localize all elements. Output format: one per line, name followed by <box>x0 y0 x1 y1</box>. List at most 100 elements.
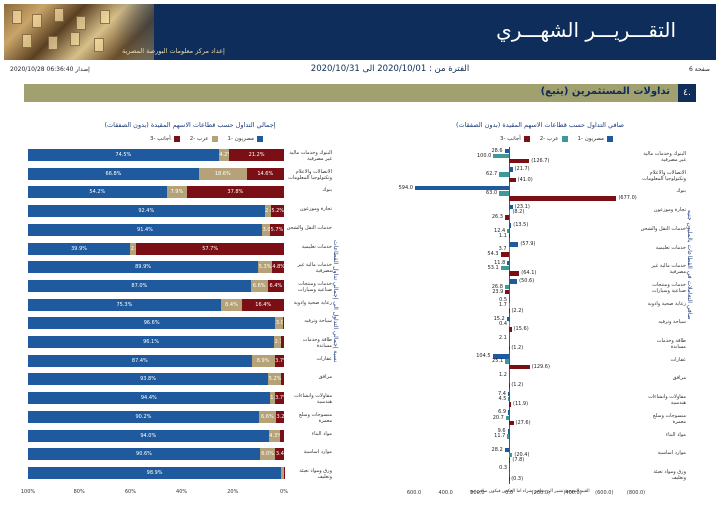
net-value-label: 4.5 <box>498 395 507 402</box>
category-label: موارد اساسية <box>657 450 686 457</box>
bar-value-label: 90.2% <box>135 413 152 420</box>
x-tick-label: 40% <box>176 488 188 495</box>
x-tick-label: 400.0 <box>438 489 453 496</box>
net-bar <box>507 429 510 434</box>
net-value-label: (1.2) <box>511 344 524 351</box>
report-title: التقـــريـــر الشهـــري <box>496 18 676 42</box>
net-value-label: 7.4 <box>498 390 506 397</box>
net-value-label: 6.9 <box>498 409 507 416</box>
net-value-label: (129.6) <box>531 363 550 370</box>
stacked-bar-segment <box>281 466 284 479</box>
net-value-label: 100.0 <box>476 152 492 159</box>
bar-value-label: 14.6% <box>257 170 274 177</box>
stacked-bar-segment <box>259 448 276 461</box>
net-bar <box>508 303 510 308</box>
bar-value-label: 6.6% <box>252 282 266 289</box>
category-label: خدمات مالية غير مصرفية <box>297 262 332 275</box>
net-value-label: 26.3 <box>491 214 503 220</box>
category-label: ورق ومواد تعبئة وتغليف <box>299 467 332 480</box>
net-bar <box>509 327 512 332</box>
stacked-bar-segment <box>258 261 272 274</box>
net-bar <box>509 364 530 370</box>
stacked-bar-segment <box>28 466 282 479</box>
stacked-bar-segment <box>28 410 259 423</box>
net-value-label: 15.2 <box>493 315 505 322</box>
x-tick-label: 80% <box>73 488 85 495</box>
net-bar <box>509 345 510 351</box>
right-chart-title: صافي التداول حسب قطاعات الاسهم المقيدة (… <box>455 121 625 129</box>
stacked-bar-segment <box>28 279 251 292</box>
issue-date: إصدار 06:36:40 2020/10/28 <box>10 66 90 73</box>
bar-value-label: 93.8% <box>140 376 156 383</box>
stacked-bar-segment <box>218 149 230 161</box>
net-bar <box>509 209 511 215</box>
net-bar <box>509 322 510 327</box>
bar-value-label: 3.4% <box>275 451 289 458</box>
bar-value-label: 89.9% <box>135 264 152 271</box>
bar-value-label: 96.6% <box>143 320 160 327</box>
category-label: مقاولات وانشاءات هندسية <box>648 394 686 407</box>
bar-value-label: 21.2% <box>248 152 265 158</box>
net-value-label: (41.0) <box>517 176 533 183</box>
net-bar <box>508 396 510 402</box>
bar-value-label: 39.9% <box>71 245 88 252</box>
net-bar <box>509 383 510 388</box>
bar-value-label: 4.8% <box>272 264 286 271</box>
bar-value-label: 3.7% <box>275 357 288 364</box>
net-value-label: 104.5 <box>476 353 491 360</box>
category-label: مواد البناء <box>311 430 332 437</box>
bar-value-label: 5.2% <box>268 376 282 383</box>
bar-value-label: 4.2% <box>219 152 233 158</box>
bar-value-label: 96.1% <box>143 339 159 345</box>
category-label: البنوك وخدمات مالية غير مصرفية <box>289 150 332 162</box>
net-bar <box>509 271 520 276</box>
stacked-bar-segment <box>28 149 219 161</box>
category-label: بنوك <box>322 187 332 194</box>
stacked-bar-segment <box>268 373 282 386</box>
stacked-bar-segment <box>28 317 276 330</box>
stacked-bar-segment <box>28 354 252 367</box>
section-title: تداولات المستثمرين (يتبع) <box>540 86 670 97</box>
net-bar <box>499 172 510 177</box>
net-bar <box>509 177 516 183</box>
net-bar <box>509 204 513 210</box>
net-bar <box>499 191 510 196</box>
stacked-bar-segment <box>28 261 259 274</box>
stacked-bar-segment <box>28 242 131 255</box>
net-bar <box>504 148 510 154</box>
category-label: خدمات مالية غير مصرفية <box>651 263 686 276</box>
category-label: الاتصالات والاعلام وتكنولوجيا المعلومات <box>642 169 686 182</box>
net-value-label: 0.3 <box>499 465 508 472</box>
net-value-label: 0.5 <box>499 297 508 304</box>
x-tick-label: (400.0) <box>563 489 582 496</box>
stacked-bar-segment <box>261 223 270 236</box>
report-banner: التقـــريـــر الشهـــري إعداد مركز معلوم… <box>4 4 716 60</box>
net-value-label: (8.2) <box>512 208 525 215</box>
net-bar <box>507 260 510 266</box>
category-label: مرافق <box>318 374 332 381</box>
bar-value-label: 1 <box>286 469 290 476</box>
net-bar <box>509 167 513 172</box>
net-bar <box>508 335 510 341</box>
stacked-bar-segment <box>279 429 284 442</box>
net-bar <box>509 223 512 228</box>
x-tick-label: 200.0 <box>470 489 485 496</box>
net-value-label: 594.0 <box>398 184 413 191</box>
net-value-label: 28.2 <box>491 446 503 453</box>
bar-value-label: 3.7% <box>275 395 288 402</box>
net-value-label: 1.7 <box>498 302 507 309</box>
net-value-label: 12.4 <box>494 227 506 234</box>
section-bar: ٤. تداولات المستثمرين (يتبع) <box>24 84 696 102</box>
net-bar <box>509 308 510 314</box>
bar-value-label: 16.4% <box>255 301 272 308</box>
bar-value-label: 37.8% <box>227 189 244 196</box>
stacked-bar-segment <box>136 242 284 255</box>
stacked-bar-segment <box>269 223 285 236</box>
bar-value-label: 87.4% <box>131 357 148 364</box>
stacked-bar-segment <box>28 429 269 442</box>
bar-value-label: 8.4% <box>225 301 238 308</box>
category-label: البنوك وخدمات مالية غير مصرفية <box>643 151 686 163</box>
net-bar <box>505 415 510 421</box>
x-tick-label: 20% <box>227 488 239 495</box>
legend-item: أجانب -3 <box>500 136 530 142</box>
